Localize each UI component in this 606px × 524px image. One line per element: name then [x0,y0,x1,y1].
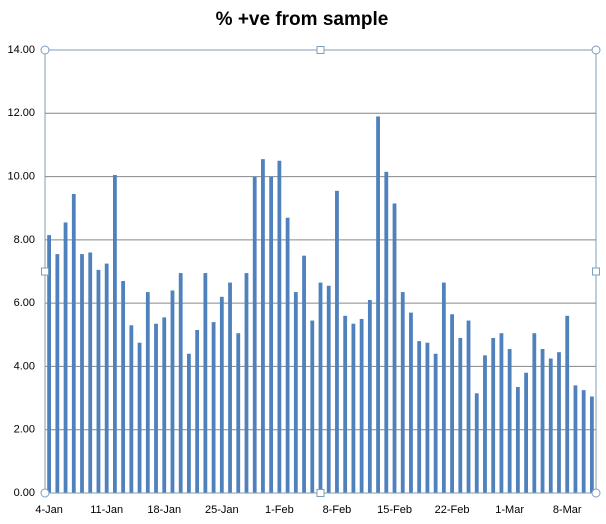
bar [178,273,183,493]
plot-area: 0.00 2.00 4.00 6.00 8.00 10.00 12.00 14.00 4-Jan… [7,44,596,516]
bar [145,292,150,493]
bar [458,337,463,493]
bar [384,171,389,493]
bar [203,273,208,493]
x-tick-label: 1-Mar [495,504,524,516]
bar [425,342,430,493]
x-tick-label: 15-Feb [377,504,412,516]
bar [392,203,397,494]
bar [376,116,380,493]
bar [113,174,117,493]
bar [359,318,364,493]
bar [565,315,570,493]
x-tick-label: 1-Feb [265,504,294,516]
resize-handle[interactable] [40,45,50,55]
x-tick-label: 22-Feb [435,504,470,516]
y-tick-label: 4.00 [14,360,35,372]
bar [170,290,175,493]
bar [269,176,274,494]
bar [277,160,282,493]
bar [557,352,561,493]
bar [483,355,487,493]
x-tick-label: 4-Jan [35,504,63,516]
bar [154,323,158,493]
bar [573,385,578,493]
y-tick-label: 2.00 [14,424,35,436]
y-tick-label: 6.00 [14,297,35,309]
resize-handle[interactable] [591,488,601,498]
bar [121,280,126,493]
chart-title: % +ve from sample [216,9,389,30]
bar [219,296,224,493]
x-tick-label: 11-Jan [90,504,123,516]
resize-handle[interactable] [41,267,49,276]
bar [441,282,446,493]
bar [540,349,545,493]
bar [409,312,413,493]
bar [129,325,134,493]
bar [162,317,167,493]
x-tick-label: 8-Feb [323,504,352,516]
bar [367,299,372,493]
bar [524,372,528,493]
bar [343,315,348,493]
bar [63,222,68,494]
bar [228,282,232,493]
bar [581,390,586,493]
resize-handle[interactable] [591,45,601,55]
y-tick-label: 14.00 [7,44,35,56]
bar [450,314,454,493]
resize-handle[interactable] [316,46,325,54]
bar [211,322,216,493]
bar [335,190,339,493]
bar [499,333,504,493]
resize-handle[interactable] [316,489,325,497]
bar [326,285,331,493]
bar [236,333,241,493]
bar [80,254,84,493]
bar [302,255,306,493]
bar [466,320,471,493]
bar [351,323,356,493]
x-tick-label: 25-Jan [205,504,239,516]
bar [88,252,93,493]
y-tick-label: 12.00 [7,107,35,119]
y-tick-label: 0.00 [14,487,35,499]
bar [104,263,109,493]
bar [515,386,520,493]
bar [310,320,315,493]
bar [55,254,60,493]
bar [400,292,405,493]
bar [491,337,496,493]
bar [474,393,479,493]
resize-handle[interactable] [40,488,50,498]
bar [261,159,265,494]
bar [318,282,323,493]
y-tick-label: 8.00 [14,234,35,246]
bar [433,353,438,493]
bar [532,333,537,493]
bar [71,193,76,493]
bar [96,269,101,493]
bar [195,330,200,493]
bar [187,353,191,493]
bar [137,342,142,493]
bar [252,176,257,494]
x-tick-label: 8-Mar [553,504,582,516]
y-tick-label: 10.00 [7,170,35,182]
bar [507,349,512,493]
bar [589,396,594,493]
bar [293,292,298,493]
resize-handle[interactable] [592,267,600,276]
x-tick-label: 18-Jan [147,504,181,516]
bar [417,341,422,493]
bar [244,273,249,493]
bar [285,217,290,493]
bar [548,358,553,493]
bar [47,235,52,493]
